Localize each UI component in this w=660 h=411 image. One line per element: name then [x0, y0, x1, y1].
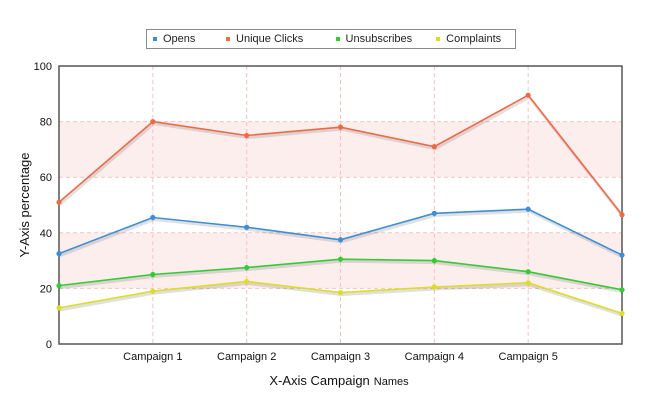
legend-label-opens: Opens — [163, 33, 196, 45]
y-tick-label: 100 — [34, 61, 52, 73]
data-point-unique-clicks[interactable] — [431, 144, 437, 150]
data-point-complaints[interactable] — [525, 280, 531, 286]
x-axis-title-main: X-Axis Campaign — [269, 373, 369, 388]
y-tick-label: 0 — [46, 339, 52, 351]
legend-item-complaints[interactable]: Complaints — [436, 33, 515, 45]
y-axis-title: Y-Axis percentage — [17, 152, 32, 257]
data-point-unsubscribes[interactable] — [337, 256, 344, 262]
data-point-complaints[interactable] — [431, 284, 437, 290]
data-point-opens[interactable] — [337, 237, 344, 243]
x-tick-label: Campaign 1 — [123, 351, 182, 363]
legend: Opens Unique Clicks Unsubscribes Complai… — [146, 29, 516, 49]
data-point-opens[interactable] — [525, 206, 531, 212]
data-point-unique-clicks[interactable] — [150, 119, 156, 125]
data-point-unsubscribes[interactable] — [525, 269, 531, 275]
data-point-unique-clicks[interactable] — [337, 124, 344, 130]
data-point-unsubscribes[interactable] — [56, 283, 62, 289]
legend-swatch-unsubscribes — [335, 37, 340, 41]
y-axis-ticks: 0 20 40 60 80 100 — [34, 61, 52, 351]
data-point-unsubscribes[interactable] — [619, 287, 625, 293]
legend-item-opens[interactable]: Opens — [153, 33, 220, 45]
legend-swatch-complaints — [436, 37, 441, 41]
y-tick-label: 20 — [40, 283, 52, 295]
data-point-opens[interactable] — [150, 214, 156, 221]
data-point-unsubscribes[interactable] — [150, 271, 156, 278]
series-group — [56, 92, 625, 317]
legend-label-unsubscribes: Unsubscribes — [345, 33, 413, 45]
data-point-opens[interactable] — [244, 224, 250, 230]
data-point-opens[interactable] — [56, 251, 62, 257]
data-point-unique-clicks[interactable] — [525, 92, 531, 98]
data-point-unique-clicks[interactable] — [56, 199, 62, 205]
data-point-complaints[interactable] — [56, 305, 62, 311]
grid-lines — [59, 66, 622, 344]
data-point-unsubscribes[interactable] — [244, 264, 250, 271]
legend-swatch-opens — [153, 37, 157, 41]
x-axis-title: X-Axis Campaign Names — [269, 373, 409, 388]
y-tick-label: 80 — [40, 117, 52, 129]
legend-item-unique-clicks[interactable]: Unique Clicks — [226, 33, 330, 45]
y-tick-label: 40 — [40, 228, 52, 240]
x-tick-label: Campaign 4 — [405, 351, 464, 363]
legend-label-complaints: Complaints — [446, 33, 502, 45]
x-axis-ticks: Campaign 1 Campaign 2 Campaign 3 Campaign 4… — [123, 351, 558, 363]
legend-label-unique-clicks: Unique Clicks — [236, 33, 304, 45]
y-tick-label: 60 — [40, 172, 52, 184]
data-point-opens[interactable] — [619, 252, 625, 258]
x-tick-label: Campaign 5 — [499, 351, 558, 363]
data-point-unique-clicks[interactable] — [244, 132, 250, 139]
data-point-complaints[interactable] — [150, 288, 156, 294]
x-axis-title-suffix: Names — [374, 376, 409, 388]
data-point-unique-clicks[interactable] — [619, 212, 625, 218]
data-point-complaints[interactable] — [619, 310, 625, 317]
data-point-opens[interactable] — [431, 210, 437, 216]
legend-swatch-unique-clicks — [226, 37, 231, 41]
data-point-unsubscribes[interactable] — [431, 258, 437, 264]
x-tick-label: Campaign 2 — [217, 351, 276, 363]
x-tick-label: Campaign 3 — [311, 351, 370, 363]
data-point-complaints[interactable] — [337, 289, 344, 296]
legend-item-unsubscribes[interactable]: Unsubscribes — [335, 33, 431, 45]
plot-area-frame — [58, 65, 623, 345]
data-point-complaints[interactable] — [244, 278, 250, 285]
